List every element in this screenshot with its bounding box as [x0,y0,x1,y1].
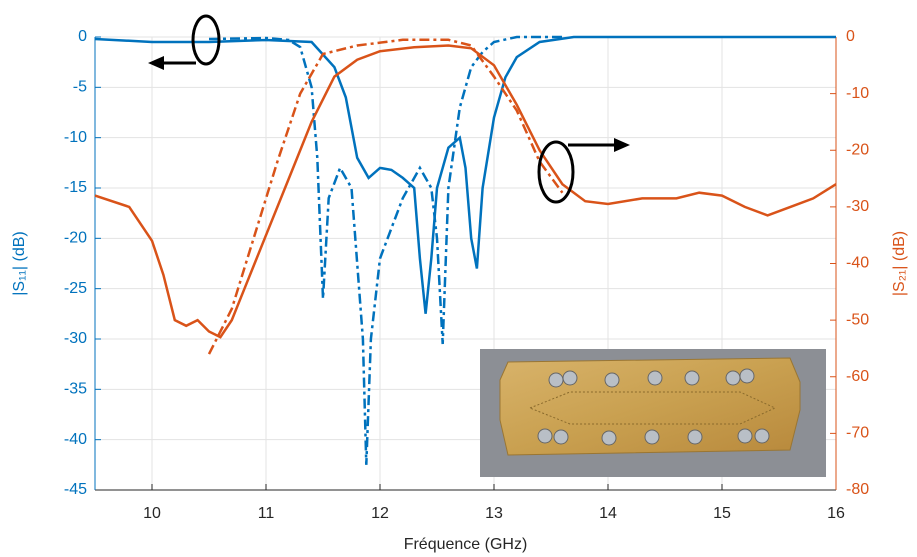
inset-photo [480,349,826,477]
annotation [160,14,615,204]
series-line [207,38,564,355]
y2-tick-label: -80 [846,481,869,498]
y-tick-label: -20 [64,230,87,247]
arrow-head [148,56,630,152]
x-tick-label: 14 [599,505,617,522]
series-line [94,44,837,339]
x-tick-label: 16 [827,505,845,522]
y2-tick-label: 0 [846,28,855,45]
y2-tick-label: -70 [846,425,869,442]
y-tick-label: -40 [64,431,87,448]
y2-tick-label: -30 [846,198,869,215]
y-tick-label: -10 [64,129,87,146]
y-tick-label: -15 [64,179,87,196]
y-tick-label: -30 [64,330,87,347]
y2-tick-label: -60 [846,368,869,385]
y-tick-label: -35 [64,381,87,398]
y-tick-label: 0 [78,28,87,45]
y-tick-label: -45 [64,481,87,498]
y2-tick-label: -10 [846,85,869,102]
y2-tick-label: -40 [846,255,869,272]
series-line [94,35,836,314]
y2-axis-label: |S₂₁| (dB) [891,231,908,296]
x-tick-label: 12 [371,505,389,522]
x-tick-label: 15 [713,505,731,522]
y2-tick-label: -20 [846,141,869,158]
y2-tick-label: -50 [846,311,869,328]
series-line [208,35,563,465]
x-tick-label: 11 [258,505,275,522]
y-tick-label: -5 [73,79,87,96]
x-tick-label: 10 [143,505,161,522]
y-axis-label: |S₁₁| (dB) [11,231,28,295]
x-tick-label: 13 [485,505,503,522]
x-axis-label: Fréquence (GHz) [404,536,528,553]
y-tick-label: -25 [64,280,87,297]
